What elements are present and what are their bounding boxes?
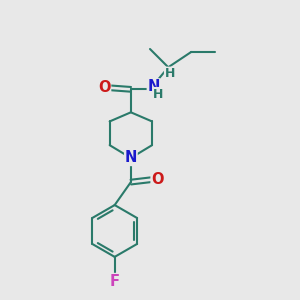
Text: N: N xyxy=(147,79,160,94)
Text: H: H xyxy=(164,67,175,80)
Text: O: O xyxy=(98,80,111,95)
Text: N: N xyxy=(125,150,137,165)
Text: H: H xyxy=(153,88,164,100)
Text: O: O xyxy=(151,172,164,187)
Text: F: F xyxy=(110,274,120,289)
